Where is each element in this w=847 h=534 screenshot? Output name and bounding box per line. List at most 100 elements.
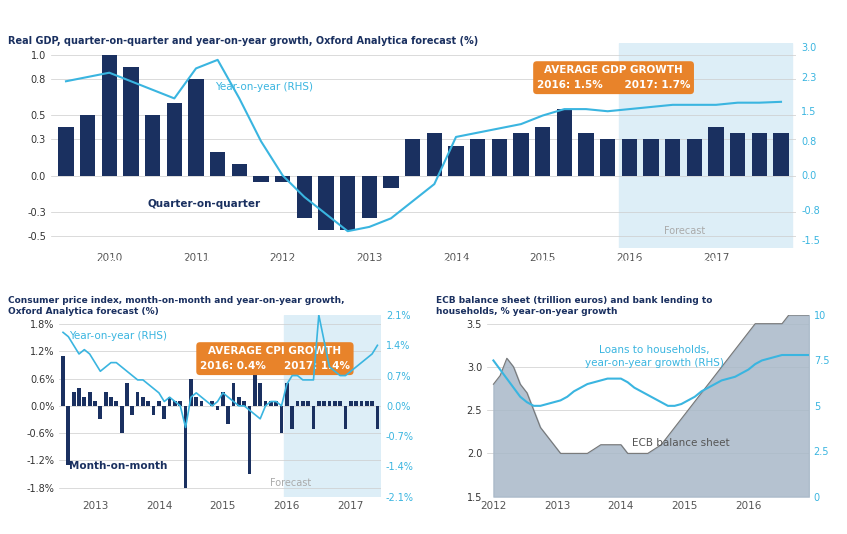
Bar [600, 139, 615, 176]
Bar [114, 402, 119, 406]
Bar [104, 392, 108, 406]
Bar [344, 406, 347, 428]
Text: Euro-area real GDP growth will be buffeted by external headwinds, but monetary p: Euro-area real GDP growth will be buffet… [7, 8, 725, 21]
Bar [125, 383, 129, 406]
Bar [145, 115, 160, 176]
Bar [93, 402, 97, 406]
Text: Year-on-year (RHS): Year-on-year (RHS) [215, 82, 313, 92]
Bar [216, 406, 219, 410]
Bar [513, 134, 529, 176]
Bar [119, 406, 124, 433]
Bar [644, 139, 659, 176]
Bar [188, 79, 203, 176]
Bar [375, 406, 379, 428]
Bar [285, 383, 289, 406]
Bar [263, 402, 268, 406]
Bar [427, 134, 442, 176]
Bar [210, 402, 214, 406]
Bar [307, 402, 310, 406]
Bar [579, 134, 594, 176]
Bar [232, 163, 247, 176]
Bar [317, 402, 321, 406]
Bar [338, 402, 342, 406]
Bar [147, 402, 150, 406]
Bar [258, 383, 262, 406]
Bar [318, 176, 334, 230]
Bar [360, 402, 363, 406]
Text: ECB balance sheet: ECB balance sheet [632, 438, 729, 448]
Bar [370, 402, 374, 406]
Bar [354, 402, 358, 406]
Bar [179, 402, 182, 406]
Bar [405, 139, 420, 176]
Bar [124, 67, 139, 176]
Bar [157, 402, 161, 406]
Bar [184, 406, 187, 488]
Text: Quarter-on-quarter: Quarter-on-quarter [147, 199, 261, 209]
Bar [152, 406, 156, 415]
Bar [168, 397, 171, 406]
Bar [362, 176, 377, 218]
Text: Forecast: Forecast [270, 478, 312, 488]
Text: Consumer price index, month-on-month and year-on-year growth,
Oxford Analytica f: Consumer price index, month-on-month and… [8, 296, 345, 316]
Bar [492, 139, 507, 176]
Bar [109, 397, 113, 406]
Bar [77, 388, 80, 406]
Bar [253, 374, 257, 406]
Bar [242, 402, 246, 406]
Bar [66, 406, 70, 465]
Bar [275, 176, 291, 182]
Bar [163, 406, 166, 420]
Bar [61, 356, 65, 406]
Bar [384, 176, 399, 188]
Text: ECB balance sheet (trillion euros) and bank lending to
households, % year-on-yea: ECB balance sheet (trillion euros) and b… [436, 296, 712, 316]
Bar [98, 406, 102, 420]
Text: Loans to households,
year-on-year growth (RHS): Loans to households, year-on-year growth… [585, 344, 724, 368]
Bar [322, 402, 326, 406]
Bar [173, 402, 177, 406]
Bar [141, 397, 145, 406]
Text: Real GDP, quarter-on-quarter and year-on-year growth, Oxford Analytica forecast : Real GDP, quarter-on-quarter and year-on… [8, 36, 479, 46]
Bar [284, 315, 380, 497]
Bar [773, 134, 789, 176]
Bar [535, 128, 551, 176]
Bar [167, 103, 182, 176]
Bar [237, 397, 241, 406]
Bar [88, 392, 91, 406]
Bar [752, 134, 767, 176]
Bar [253, 176, 268, 182]
Bar [312, 406, 315, 428]
Bar [80, 115, 95, 176]
Bar [349, 402, 352, 406]
Bar [269, 402, 273, 406]
Bar [226, 406, 230, 424]
Bar [58, 128, 74, 176]
Bar [296, 176, 312, 218]
Bar [189, 379, 193, 406]
Bar [556, 109, 572, 176]
Bar [274, 402, 278, 406]
Bar [730, 134, 745, 176]
Bar [340, 176, 355, 230]
Bar [130, 406, 134, 415]
Bar [200, 402, 203, 406]
Bar [618, 43, 792, 248]
Bar [448, 145, 463, 176]
Bar [232, 383, 235, 406]
Text: AVERAGE CPI GROWTH
2016: 0.4%     2017: 1.4%: AVERAGE CPI GROWTH 2016: 0.4% 2017: 1.4% [200, 346, 350, 372]
Text: The short-term price outlook has deteriorated, with inflation
likely to turn neg: The short-term price outlook has deterio… [6, 258, 366, 282]
Bar [622, 139, 637, 176]
Bar [194, 397, 198, 406]
Bar [72, 392, 75, 406]
Bar [708, 128, 723, 176]
Bar [333, 402, 336, 406]
Bar [210, 152, 225, 176]
Bar [470, 139, 485, 176]
Bar [280, 406, 284, 433]
Text: The ECB balance sheet has expanded by 576 billion euros
since sovereign QE start: The ECB balance sheet has expanded by 57… [434, 258, 774, 282]
Bar [82, 397, 86, 406]
Bar [102, 55, 117, 176]
Bar [665, 139, 680, 176]
Bar [365, 402, 368, 406]
Text: Month-on-month: Month-on-month [69, 461, 168, 472]
